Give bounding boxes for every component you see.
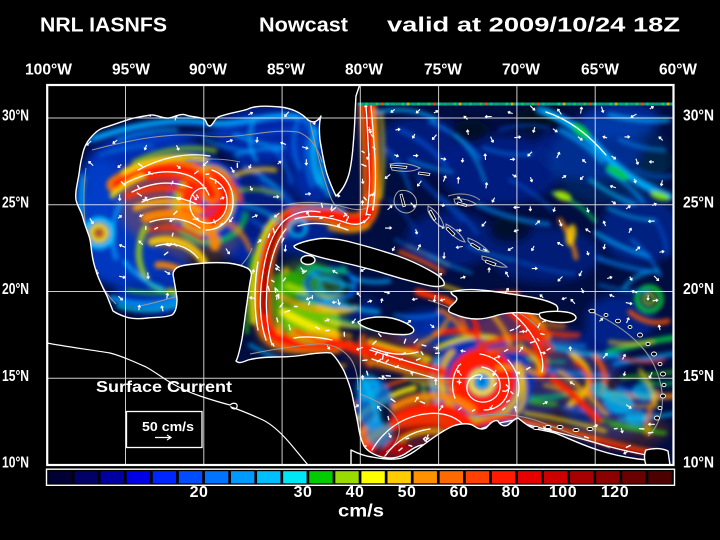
svg-text:30°N: 30°N	[683, 108, 714, 125]
svg-text:25°N: 25°N	[2, 194, 29, 211]
svg-text:Nowcast: Nowcast	[259, 15, 348, 37]
svg-text:65°W: 65°W	[581, 62, 620, 79]
svg-text:90°W: 90°W	[189, 62, 228, 79]
svg-text:95°W: 95°W	[112, 62, 151, 79]
svg-text:80: 80	[502, 484, 521, 501]
svg-text:60°W: 60°W	[659, 62, 698, 79]
svg-text:75°W: 75°W	[424, 62, 463, 79]
svg-text:10°N: 10°N	[683, 455, 714, 472]
svg-text:60: 60	[450, 484, 469, 501]
svg-text:30°N: 30°N	[2, 108, 29, 125]
svg-text:120: 120	[601, 484, 629, 501]
svg-text:30: 30	[294, 484, 313, 501]
svg-text:100: 100	[549, 484, 577, 501]
svg-text:15°N: 15°N	[2, 368, 29, 385]
svg-text:40: 40	[346, 484, 365, 501]
svg-text:Surface Current: Surface Current	[96, 379, 232, 396]
svg-text:valid at 2009/10/24 18Z: valid at 2009/10/24 18Z	[387, 15, 680, 37]
svg-text:50: 50	[398, 484, 417, 501]
svg-text:80°W: 80°W	[345, 62, 384, 79]
svg-text:15°N: 15°N	[683, 368, 714, 385]
svg-text:20: 20	[190, 484, 209, 501]
svg-text:100°W: 100°W	[25, 62, 73, 79]
svg-text:70°W: 70°W	[502, 62, 541, 79]
svg-text:50 cm/s: 50 cm/s	[142, 419, 194, 434]
svg-text:20°N: 20°N	[683, 281, 714, 298]
svg-text:25°N: 25°N	[683, 194, 714, 211]
svg-text:10°N: 10°N	[2, 455, 29, 472]
svg-text:cm/s: cm/s	[338, 501, 384, 521]
svg-text:85°W: 85°W	[267, 62, 306, 79]
svg-text:NRL IASNFS: NRL IASNFS	[40, 15, 167, 37]
svg-text:20°N: 20°N	[2, 281, 29, 298]
